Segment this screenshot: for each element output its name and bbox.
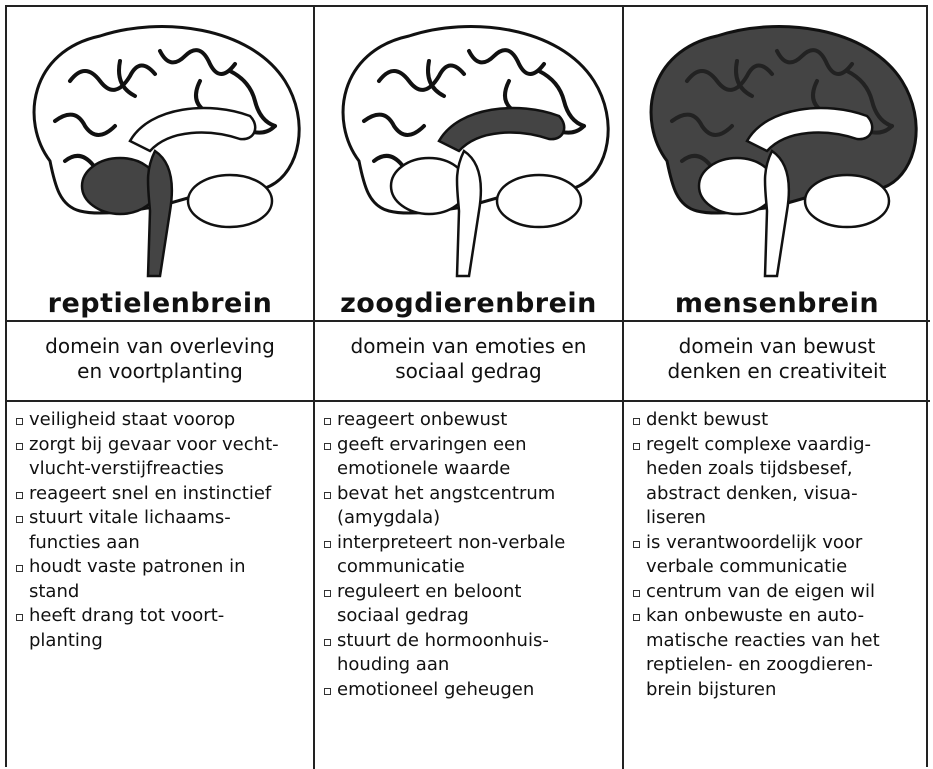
subtitle-line: en voortplanting xyxy=(77,359,243,383)
column-title: zoogdierenbrein xyxy=(315,285,624,322)
subtitle-line: domein van overleving xyxy=(45,334,275,358)
bullet-item: is verantwoordelijk voor verbale communic… xyxy=(632,531,924,580)
bullet-line: centrum van de eigen wil xyxy=(646,580,875,602)
brain-table: reptielenbrein zoogdierenbrein mensenbrein… xyxy=(5,5,930,769)
bullet-line: reptielen- en zoogdieren- xyxy=(646,654,873,675)
bullet-line: sociaal gedrag xyxy=(337,605,469,626)
bullet-line: stand xyxy=(29,580,80,602)
bullet-item: emotioneel geheugen xyxy=(323,678,616,703)
bullet-line: heeft drang tot voort- xyxy=(29,605,225,626)
bullet-line: matische reacties van het xyxy=(646,629,880,651)
bullet-line: stuurt de hormoonhuis- xyxy=(337,629,549,651)
column-body: reageert onbewust geeft ervaringen een emo… xyxy=(315,402,624,769)
bullet-item: bevat het angstcentrum (amygdala) xyxy=(323,482,616,531)
bullet-item: zorgt bij gevaar voor vecht-vlucht-verst… xyxy=(15,433,307,482)
bullet-line: vlucht-verstijfreacties xyxy=(29,458,224,479)
column-body: denkt bewust regelt complexe vaardig-hede… xyxy=(624,402,930,769)
bullet-item: denkt bewust xyxy=(632,408,924,433)
bullet-line: planting xyxy=(29,629,103,651)
bullet-item: regelt complexe vaardig-heden zoals tijd… xyxy=(632,433,924,531)
bullet-line: functies aan xyxy=(29,531,140,553)
bullet-item: interpreteert non-verbale communicatie xyxy=(323,531,616,580)
bullet-item: geeft ervaringen een emotionele waarde xyxy=(323,433,616,482)
bullet-line: verbale communicatie xyxy=(646,556,848,577)
column-title: reptielenbrein xyxy=(7,285,315,322)
bullet-line: bevat het angstcentrum xyxy=(337,482,556,504)
bullet-line: zorgt bij gevaar voor vecht- xyxy=(29,433,279,455)
bullet-line: emotioneel geheugen xyxy=(337,678,535,700)
bullet-item: stuurt de hormoonhuis-houding aan xyxy=(323,629,616,678)
bullet-line: is verantwoordelijk voor xyxy=(646,531,863,553)
mammal-brain-illustration xyxy=(319,11,619,281)
column-body: veiligheid staat voorop zorgt bij gevaar … xyxy=(7,402,315,769)
bullet-item: reageert onbewust xyxy=(323,408,616,433)
column-title: mensenbrein xyxy=(624,285,930,322)
reptile-brain-illustration xyxy=(10,11,310,281)
bullet-item: heeft drang tot voort-planting xyxy=(15,604,307,653)
bullet-line: heden zoals tijdsbesef, xyxy=(646,458,853,479)
subtitle-line: domein van bewust xyxy=(678,334,876,358)
bullet-line: reageert onbewust xyxy=(337,409,508,430)
bullet-line: geeft ervaringen een xyxy=(337,433,527,455)
bullet-line: houding aan xyxy=(337,654,450,675)
bullet-item: centrum van de eigen wil xyxy=(632,580,924,605)
bullet-item: stuurt vitale lichaams-functies aan xyxy=(15,506,307,555)
bullet-line: (amygdala) xyxy=(337,507,441,528)
subtitle-line: denken en creativiteit xyxy=(667,359,887,383)
bullet-item: reageert snel en instinctief xyxy=(15,482,307,507)
subtitle-line: sociaal gedrag xyxy=(395,359,542,383)
column-subtitle: domein van bewust denken en creativiteit xyxy=(624,322,930,402)
bullet-line: liseren xyxy=(646,507,706,528)
bullet-line: abstract denken, visua- xyxy=(646,482,858,504)
brain-image xyxy=(624,7,930,285)
bullet-item: reguleert en beloont sociaal gedrag xyxy=(323,580,616,629)
bullet-line: veiligheid staat voorop xyxy=(29,409,236,430)
bullet-item: kan onbewuste en auto-matische reacties … xyxy=(632,604,924,702)
bullet-item: houdt vaste patronen in stand xyxy=(15,555,307,604)
column-subtitle: domein van emoties en sociaal gedrag xyxy=(315,322,624,402)
bullet-line: stuurt vitale lichaams- xyxy=(29,507,231,528)
bullet-line: reageert snel en instinctief xyxy=(29,482,272,504)
subtitle-line: domein van emoties en xyxy=(350,334,587,358)
bullet-line: denkt bewust xyxy=(646,409,769,430)
brain-image xyxy=(315,7,624,285)
bullet-line: communicatie xyxy=(337,556,465,577)
bullet-line: brein bijsturen xyxy=(646,678,777,700)
bullet-line: emotionele waarde xyxy=(337,458,511,479)
bullet-line: interpreteert non-verbale xyxy=(337,531,566,553)
bullet-line: regelt complexe vaardig- xyxy=(646,433,872,455)
bullet-line: reguleert en beloont xyxy=(337,580,522,602)
bullet-item: veiligheid staat voorop xyxy=(15,408,307,433)
bullet-line: houdt vaste patronen in xyxy=(29,556,246,577)
column-subtitle: domein van overleving en voortplanting xyxy=(7,322,315,402)
brain-image xyxy=(7,7,315,285)
bullet-line: kan onbewuste en auto- xyxy=(646,605,865,626)
human-brain-illustration xyxy=(627,11,927,281)
